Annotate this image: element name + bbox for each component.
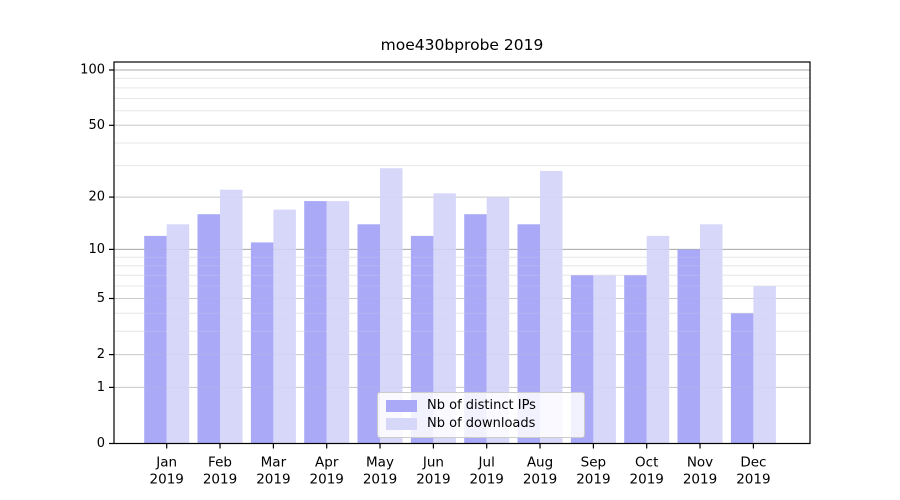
svg-text:Apr: Apr: [315, 455, 339, 471]
svg-text:May: May: [366, 455, 394, 471]
svg-text:2019: 2019: [576, 472, 610, 488]
svg-text:2: 2: [97, 347, 105, 362]
legend-swatch-downloads: [386, 418, 417, 430]
axis-frame: [109, 61, 811, 449]
svg-text:5: 5: [97, 291, 105, 306]
svg-text:10: 10: [88, 242, 105, 257]
svg-text:20: 20: [88, 190, 105, 205]
svg-text:2019: 2019: [310, 472, 344, 488]
svg-text:100: 100: [80, 63, 105, 78]
grid-overlay: [114, 69, 810, 388]
legend-label: Nb of downloads: [427, 416, 536, 431]
svg-text:2019: 2019: [203, 472, 237, 488]
svg-text:Dec: Dec: [740, 455, 766, 471]
axis-labels: 0125102050100Jan2019Feb2019Mar2019Apr201…: [80, 63, 770, 488]
svg-text:0: 0: [97, 436, 105, 451]
svg-text:Jan: Jan: [155, 455, 177, 471]
svg-text:2019: 2019: [416, 472, 450, 488]
legend-item-downloads: Nb of downloads: [386, 416, 576, 432]
svg-text:Aug: Aug: [527, 455, 553, 471]
svg-text:50: 50: [88, 118, 105, 133]
svg-text:2019: 2019: [470, 472, 504, 488]
svg-text:Jul: Jul: [478, 455, 495, 471]
legend-swatch-distinct-ips: [386, 400, 417, 412]
svg-text:2019: 2019: [256, 472, 290, 488]
svg-text:2019: 2019: [150, 472, 184, 488]
svg-text:Jun: Jun: [422, 455, 444, 471]
chart-title: moe430bprobe 2019: [380, 36, 544, 54]
svg-text:2019: 2019: [736, 472, 770, 488]
svg-text:2019: 2019: [630, 472, 664, 488]
svg-text:Oct: Oct: [635, 455, 658, 471]
svg-text:1: 1: [97, 380, 105, 395]
chart-legend: Nb of distinct IPs Nb of downloads: [377, 392, 585, 438]
svg-text:Sep: Sep: [581, 455, 606, 471]
svg-text:2019: 2019: [683, 472, 717, 488]
svg-text:2019: 2019: [363, 472, 397, 488]
svg-text:Feb: Feb: [208, 455, 232, 471]
legend-label: Nb of distinct IPs: [427, 398, 536, 413]
legend-item-distinct-ips: Nb of distinct IPs: [386, 398, 576, 414]
svg-text:2019: 2019: [523, 472, 557, 488]
svg-text:Mar: Mar: [261, 455, 287, 471]
svg-text:Nov: Nov: [687, 455, 713, 471]
